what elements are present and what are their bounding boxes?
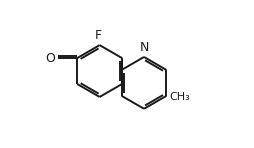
Text: CH₃: CH₃ xyxy=(169,92,190,102)
Text: N: N xyxy=(139,41,149,54)
Text: F: F xyxy=(94,29,102,42)
Text: O: O xyxy=(45,52,55,65)
